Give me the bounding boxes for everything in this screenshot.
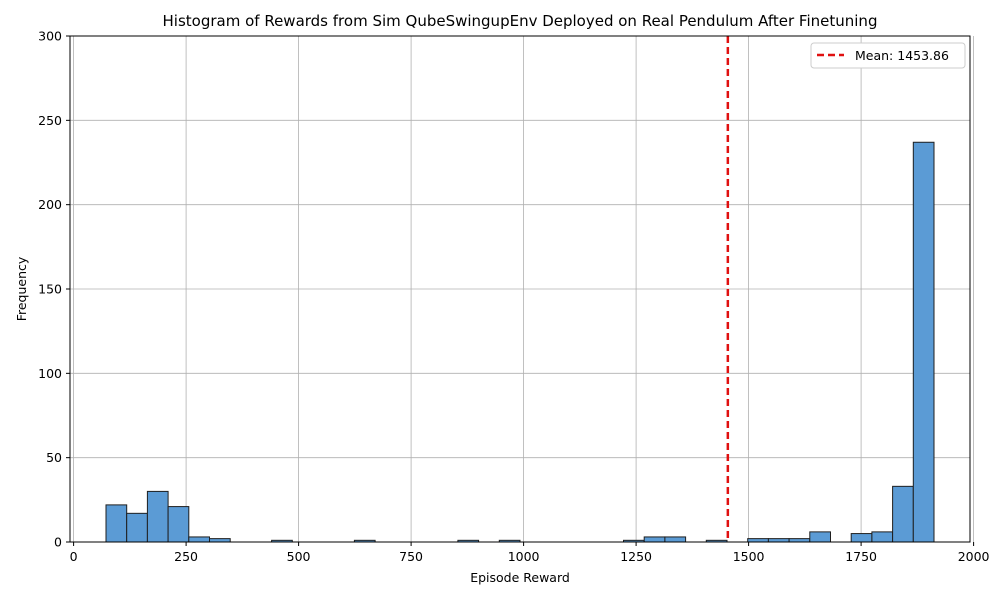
histogram-bar <box>209 538 231 543</box>
histogram-bars <box>105 141 935 543</box>
x-tick-label: 2000 <box>958 549 990 564</box>
histogram-bar <box>167 506 190 543</box>
histogram-bar <box>643 536 666 543</box>
histogram-bar <box>892 485 914 543</box>
y-tick-label: 50 <box>46 450 62 465</box>
legend-mean-label: Mean: 1453.86 <box>855 48 949 63</box>
y-tick-label: 100 <box>38 366 62 381</box>
y-axis-ticks: 0 50 100 150 200 250 300 <box>38 29 70 550</box>
y-tick-label: 200 <box>38 197 62 212</box>
histogram-bar <box>871 531 894 543</box>
x-tick-label: 750 <box>399 549 423 564</box>
histogram-bar <box>850 533 873 543</box>
histogram-bar <box>809 531 831 543</box>
chart-title: Histogram of Rewards from Sim QubeSwingu… <box>163 12 878 30</box>
x-tick-label: 0 <box>70 549 78 564</box>
x-tick-label: 1500 <box>733 549 765 564</box>
x-axis-label: Episode Reward <box>470 570 570 585</box>
histogram-bar <box>747 538 769 543</box>
y-tick-label: 300 <box>38 29 62 44</box>
histogram-bar <box>126 512 148 543</box>
x-tick-label: 1750 <box>845 549 877 564</box>
histogram-bar <box>105 504 128 543</box>
histogram-bar <box>788 538 811 543</box>
histogram-bar <box>664 536 687 543</box>
legend: Mean: 1453.86 <box>810 42 966 69</box>
y-tick-label: 150 <box>38 282 62 297</box>
legend-box <box>810 42 966 69</box>
histogram-bar <box>146 490 169 543</box>
histogram-bar <box>767 538 790 543</box>
x-axis-ticks: 0 250 500 750 1000 1250 1500 1750 2000 <box>70 542 990 564</box>
y-axis-label: Frequency <box>14 256 29 321</box>
y-tick-label: 0 <box>54 535 62 550</box>
y-tick-label: 250 <box>38 113 62 128</box>
histogram-bar <box>188 536 211 543</box>
x-tick-label: 500 <box>287 549 311 564</box>
x-tick-label: 1250 <box>620 549 652 564</box>
x-tick-label: 1000 <box>508 549 540 564</box>
x-tick-label: 250 <box>174 549 198 564</box>
histogram-bar <box>912 141 935 543</box>
